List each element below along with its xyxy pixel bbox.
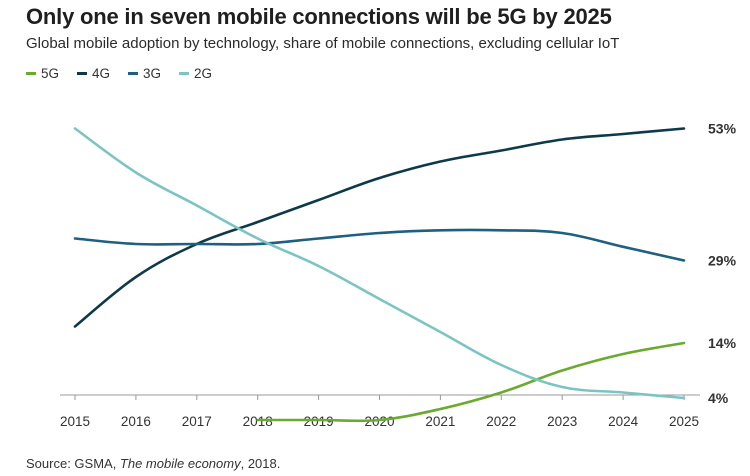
source-note: Source: GSMA, The mobile economy, 2018. (26, 456, 280, 471)
series-line-2g (73, 127, 686, 400)
end-label-3g: 29% (708, 253, 737, 269)
source-prefix: Source: GSMA, (26, 456, 120, 471)
legend-swatch-4g (77, 72, 88, 75)
chart-title: Only one in seven mobile connections wil… (26, 4, 612, 29)
x-tick-label: 2025 (669, 414, 699, 429)
chart-subtitle: Global mobile adoption by technology, sh… (26, 35, 620, 52)
series-lines (73, 127, 686, 423)
end-label-5g: 14% (708, 335, 737, 351)
x-tick-label: 2021 (425, 414, 455, 429)
x-tick-label: 2016 (121, 414, 151, 429)
end-label-4g: 53% (708, 121, 737, 137)
legend-label-5g: 5G (41, 66, 60, 81)
legend-label-3g: 3G (143, 66, 162, 81)
x-tick-label: 2023 (547, 414, 577, 429)
x-tick-label: 2019 (304, 414, 334, 429)
x-tick-label: 2015 (60, 414, 90, 429)
legend-label-4g: 4G (92, 66, 111, 81)
x-tick-label: 2024 (608, 414, 639, 429)
legend: 5G 4G 3G 2G (26, 66, 230, 81)
end-labels: 14% 53% 29% 4% (708, 121, 737, 407)
legend-item-2g: 2G (179, 66, 212, 81)
x-axis-ticks: 2015 2016 2017 2018 2019 2020 2021 2022 2023 2024… (60, 395, 699, 429)
legend-swatch-5g (26, 72, 36, 75)
legend-label-2g: 2G (194, 66, 213, 81)
source-suffix: , 2018. (240, 456, 281, 471)
x-tick-label: 2020 (364, 414, 394, 429)
legend-swatch-3g (128, 72, 139, 75)
series-line-4g (73, 127, 686, 328)
legend-item-5g: 5G (26, 66, 59, 81)
legend-item-4g: 4G (77, 66, 110, 81)
source-publication: The mobile economy (119, 456, 241, 471)
series-line-3g (73, 228, 686, 262)
x-tick-label: 2018 (243, 414, 273, 429)
legend-item-3g: 3G (128, 66, 161, 81)
legend-swatch-2g (179, 72, 190, 75)
end-label-2g: 4% (708, 390, 729, 406)
x-tick-label: 2017 (182, 414, 212, 429)
x-tick-label: 2022 (486, 414, 516, 429)
series-line-5g (256, 341, 686, 423)
